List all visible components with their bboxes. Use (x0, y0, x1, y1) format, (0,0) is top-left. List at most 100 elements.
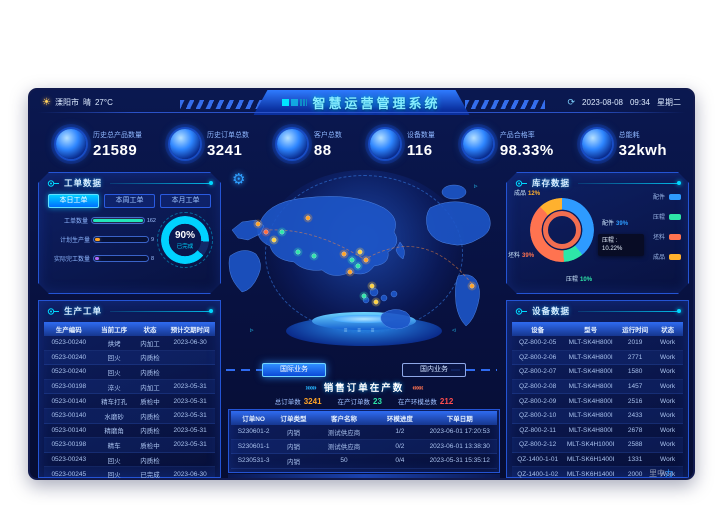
donut-label: 压辊 10% (566, 277, 593, 283)
kpi-value: 116 (406, 141, 433, 159)
column-header: 设备 (531, 327, 545, 334)
bar-value: 9 (151, 236, 155, 243)
kpi-label: 产品合格率 (499, 131, 535, 139)
work-order-tabs: 本日工单 本周工单 本月工单 (38, 192, 221, 212)
bar-row: 实际完工数量 8 (44, 254, 156, 263)
legend-item: 压辊 (653, 212, 681, 221)
donut-label: 坯料 39% (508, 253, 535, 259)
time-label: 09:34 (629, 98, 650, 107)
gear-icon[interactable]: ⚙ (232, 171, 246, 188)
sales-table-header: 订单NO 订单类型 客户名称 环模进度 下单日期 (231, 411, 497, 425)
kpi-value: 98.33% (499, 141, 554, 159)
table-row: 0523-00140 精磨角 内质检 2023-05-31 (44, 424, 215, 439)
temperature: 27°C (94, 98, 113, 107)
table-row: QZ-800-2-12 MLT-SK4H1000I 2588 Work (512, 438, 683, 453)
stat-label: 总订单数 (274, 399, 301, 406)
kpi-value: 32kwh (618, 141, 667, 159)
kpi-label: 总能耗 (618, 131, 640, 139)
kpi-orb-icon (369, 129, 400, 159)
table-row: S230601-1 内销 测试供应商 0/2 2023-06-01 13:38:… (231, 439, 497, 455)
business-button[interactable]: 国内业务 (402, 363, 466, 377)
title-line (578, 309, 681, 313)
panel-title-row: 工单数据 (38, 172, 221, 192)
kpi-orb-icon (581, 129, 612, 159)
table-row: QZ-800-2-05 MLT-SK4H800I 2019 Work (512, 336, 683, 351)
panel-key-icon (47, 307, 59, 315)
refresh-icon[interactable]: ⟳ (567, 97, 576, 107)
bar-label: 工单数量 (64, 219, 89, 225)
globe-hologram (260, 170, 468, 338)
table-row: 0523-00198 淬火 内加工 2023-05-31 (44, 379, 215, 395)
table-row: QZ-800-2-08 MLT-SK4H800I 1457 Work (512, 379, 683, 395)
sales-stat: 在产环模总数 212 (398, 396, 453, 406)
legend-item: 成品 (653, 252, 681, 261)
device-table-header: 设备 型号 运行时间 状态 (512, 322, 683, 336)
table-row: 0523-00140 精车打孔 质检中 2023-05-31 (44, 394, 215, 409)
production-table-body: 0523-00240 烘烤 内加工 2023-06-30 0523-00240 … (44, 336, 215, 478)
legend-label: 成品 (652, 255, 665, 261)
map-svg (228, 184, 491, 330)
bar-fill (95, 238, 100, 241)
table-row: 0523-00240 回火 内质检 (44, 350, 215, 366)
kpi-item: 历史总产品数量 21589 (56, 129, 142, 159)
table-row: 0523-00245 回火 已完成 2023-06-30 (44, 467, 215, 478)
inventory-donut-chart (530, 198, 594, 262)
table-row: QZ-1400-1-02 MLT-SK6H1400I 2000 Work (512, 467, 683, 478)
stat-value: 23 (373, 397, 382, 406)
column-header: 客户名称 (331, 416, 358, 423)
table-row: 0523-00240 回火 内质检 (44, 365, 215, 380)
panel-sales-orders: 订单NO 订单类型 客户名称 环模进度 下单日期 S230601-2 内销 测试供应商 … (228, 409, 500, 473)
table-row: 0523-00198 精车 质检中 2023-05-31 (44, 438, 215, 453)
panel-key-icon (515, 179, 528, 188)
kpi-label: 历史订单总数 (206, 131, 249, 139)
kpi-item: 客户总数 88 (276, 129, 342, 159)
kpi-item: 总能耗 32kwh (581, 129, 667, 159)
donut-label: 成品 12% (514, 191, 541, 197)
tab-work-order[interactable]: 本日工单 (48, 194, 99, 208)
column-header: 预计交期时间 (170, 327, 210, 334)
date-label: 2023-08-08 (582, 98, 623, 107)
business-button[interactable]: 国际业务 (262, 363, 326, 377)
banner-blocks-icon (282, 99, 307, 106)
stat-label: 在产环模总数 (397, 399, 437, 406)
column-header: 型号 (584, 327, 598, 334)
panel-title: 工单数据 (64, 178, 103, 188)
weather-condition: 晴 (82, 98, 91, 107)
legend-swatch (669, 254, 681, 260)
tab-work-order[interactable]: 本月工单 (160, 194, 211, 208)
panel-work-order: 工单数据 本日工单 本周工单 本月工单 工单数量 162 计划生产量 (38, 172, 221, 294)
stat-value: 212 (439, 397, 454, 406)
divider-dashes-right (451, 369, 497, 371)
bar-track (93, 255, 149, 262)
globe-pedestal (286, 316, 442, 346)
gauge-value: 90% (174, 230, 195, 241)
tab-work-order[interactable]: 本周工单 (104, 194, 155, 208)
title-line (110, 309, 213, 313)
column-header: 订单类型 (280, 416, 307, 423)
legend-item: 配件 (653, 192, 681, 201)
chevrons-left-icon: ««« (412, 382, 423, 392)
sales-stat: 总订单数 3241 (275, 396, 322, 406)
panel-title: 库存数据 (532, 178, 571, 188)
bar-fill (95, 257, 99, 260)
legend-swatch (669, 234, 681, 240)
kpi-item: 产品合格率 98.33% (462, 129, 554, 159)
stat-value: 3241 (303, 397, 322, 406)
sales-title-row: »»» 销售订单在产数 ««« (224, 380, 504, 395)
legend-item: 坯料 (653, 232, 681, 241)
divider-dashes-left (226, 369, 272, 371)
kpi-orb-icon (462, 129, 493, 159)
title-line (110, 183, 212, 184)
panel-production-orders: 生产工单 生产编码 当前工序 状态 预计交期时间 0523-00240 烘烤 内加工 … (38, 300, 221, 478)
panel-title: 生产工单 (64, 306, 103, 316)
logo-watermark: 里中力 (649, 469, 673, 478)
panel-title: 设备数据 (532, 306, 571, 316)
legend-label: 配件 (652, 195, 665, 201)
page-title: 智慧运营管理系统 (312, 96, 441, 111)
bar-label: 实际完工数量 (53, 257, 90, 263)
datetime: ⟳ 2023-08-08 09:34 星期二 (568, 97, 682, 108)
table-row: 0523-00243 回火 内质检 (44, 453, 215, 468)
donut-label: 配件 39% (602, 221, 629, 227)
weather-widget: ☀ 溧阳市 晴 27°C (42, 97, 113, 108)
legend-label: 坯料 (652, 235, 665, 241)
